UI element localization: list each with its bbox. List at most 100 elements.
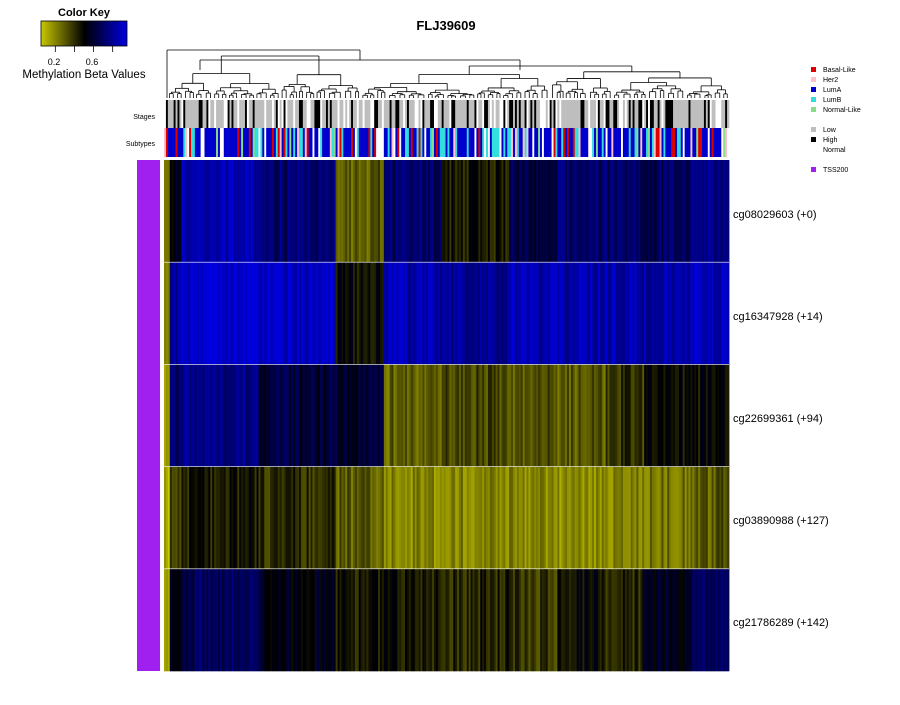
stage-cell: [671, 100, 674, 128]
heatmap-cell: [611, 160, 614, 263]
stage-cell: [379, 100, 383, 128]
heatmap-cell: [696, 466, 699, 570]
heatmap-cell: [702, 364, 705, 467]
stage-cell: [358, 100, 361, 128]
subtype-cell: [555, 128, 558, 157]
heatmap-cell: [601, 466, 605, 570]
stage-cell: [354, 100, 358, 128]
subtype-cell: [715, 128, 718, 157]
heatmap-cell: [325, 262, 329, 365]
heatmap-cell: [543, 364, 547, 467]
heatmap-cell: [252, 160, 256, 263]
heatmap-cell: [237, 466, 240, 570]
heatmap-cell: [663, 364, 666, 467]
heatmap-cell: [408, 364, 412, 467]
heatmap-cell: [385, 364, 389, 467]
stage-cell: [509, 100, 512, 128]
heatmap-cell: [275, 262, 279, 365]
heatmap-cell: [322, 160, 325, 263]
heatmap-cell: [547, 160, 551, 263]
subtype-cell: [410, 128, 414, 157]
subtype-cell: [520, 128, 523, 157]
heatmap-cell: [231, 160, 234, 263]
subtype-cell: [511, 128, 514, 157]
heatmap-cell: [171, 364, 175, 467]
heatmap-cell: [322, 466, 325, 570]
heatmap-cell: [395, 364, 398, 467]
heatmap-cell: [341, 160, 344, 263]
heatmap-cell: [316, 160, 319, 263]
heatmap-cell: [260, 160, 263, 263]
row-label: cg16347928 (+14): [733, 311, 823, 323]
heatmap-cell: [599, 160, 603, 263]
heatmap-cell: [460, 568, 464, 672]
heatmap-cell: [244, 262, 248, 365]
heatmap-cell: [449, 568, 452, 672]
heatmap-cell: [605, 364, 608, 467]
heatmap-cell: [472, 364, 475, 467]
heatmap-cell: [501, 364, 504, 467]
heatmap-cell: [370, 364, 373, 467]
heatmap-cell: [499, 466, 502, 570]
heatmap-cell: [723, 568, 726, 672]
heatmap-cell: [204, 568, 207, 672]
stage-cell: [237, 100, 240, 128]
heatmap-cell: [306, 466, 310, 570]
heatmap-cell: [563, 568, 566, 672]
stage-cell: [711, 100, 714, 128]
stage-cell: [505, 100, 508, 128]
heatmap-cell: [702, 262, 705, 365]
heatmap-cell: [526, 160, 529, 263]
heatmap-cell: [408, 466, 412, 570]
subtype-cell: [318, 128, 321, 157]
stage-cell: [673, 100, 676, 128]
heatmap-cell: [302, 364, 306, 467]
heatmap-cell: [302, 262, 306, 365]
stage-cell: [561, 100, 564, 128]
heatmap-cell: [626, 364, 630, 467]
heatmap-cell: [437, 262, 441, 365]
heatmap-cell: [698, 364, 701, 467]
heatmap-cell: [586, 160, 589, 263]
heatmap-cell: [389, 262, 392, 365]
stage-cell: [453, 100, 456, 128]
subtype-cell: [588, 128, 591, 157]
heatmap-cell: [721, 160, 724, 263]
heatmap-cell: [563, 160, 566, 263]
heatmap-cell: [177, 262, 180, 365]
heatmap-cell: [221, 160, 225, 263]
heatmap-cell: [484, 568, 487, 672]
stage-cell: [715, 100, 718, 128]
heatmap-cell: [605, 568, 608, 672]
heatmap-cell: [383, 568, 387, 672]
heatmap-cell: [181, 568, 184, 672]
heatmap-cell: [196, 364, 200, 467]
heatmap-cell: [480, 364, 483, 467]
subtype-cell: [609, 128, 612, 157]
stage-cell: [258, 100, 261, 128]
stage-cell: [329, 100, 333, 128]
heatmap-cell: [497, 262, 500, 365]
heatmap-cell: [368, 160, 371, 263]
stage-cell: [613, 100, 616, 128]
heatmap-cell: [372, 160, 375, 263]
heatmap-cell: [638, 262, 641, 365]
heatmap-cell: [356, 364, 360, 467]
heatmap-cell: [572, 568, 576, 672]
heatmap-cell: [518, 262, 522, 365]
heatmap-cell: [275, 364, 279, 467]
heatmap-cell: [455, 364, 458, 467]
stage-cell: [615, 100, 618, 128]
heatmap-cell: [233, 364, 236, 467]
heatmap-cell: [248, 466, 252, 570]
heatmap-cell: [295, 568, 298, 672]
heatmap-cell: [455, 160, 458, 263]
subtype-cell: [445, 128, 448, 157]
heatmap-cell: [628, 160, 632, 263]
subtype-cell: [374, 128, 377, 157]
stage-cell: [374, 100, 377, 128]
heatmap-cell: [557, 568, 560, 672]
stage-cell: [256, 100, 259, 128]
heatmap-cell: [536, 160, 539, 263]
heatmap-cell: [524, 568, 527, 672]
